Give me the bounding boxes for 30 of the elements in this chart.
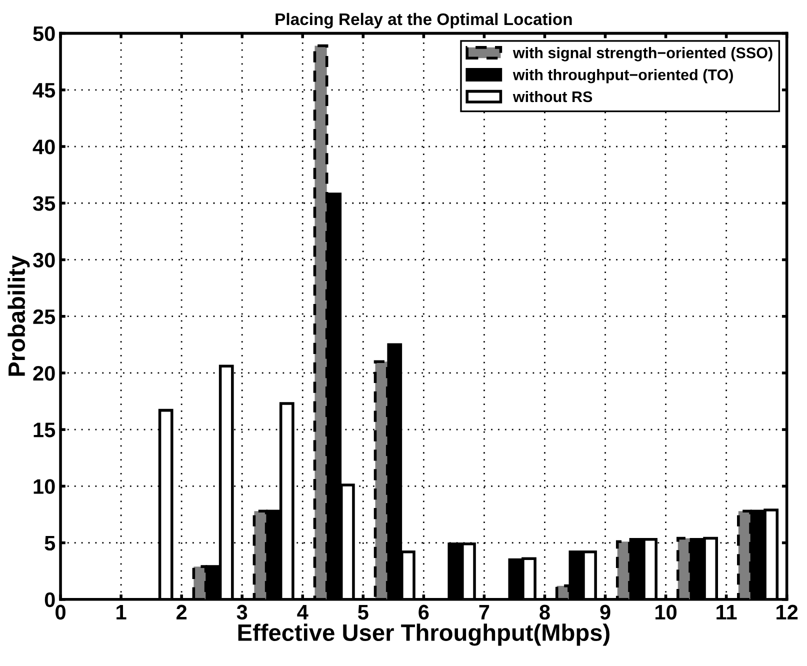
y-tick-label: 0: [44, 592, 55, 608]
y-tick-label: 35: [32, 196, 56, 211]
x-tick-label: 11: [716, 605, 737, 620]
x-axis-title: Effective User Throughput(Mbps): [238, 624, 610, 646]
chart-title: Placing Relay at the Optimal Location: [276, 12, 572, 28]
x-tick-label: 0: [56, 604, 66, 620]
x-tick-label: 3: [236, 604, 248, 620]
x-tick-label: 7: [479, 605, 490, 620]
x-tick-label: 1: [116, 605, 126, 620]
y-tick-label: 5: [44, 536, 56, 551]
y-tick-label: 30: [32, 252, 55, 268]
y-tick-label: 45: [32, 83, 56, 98]
legend-label: without RS: [512, 90, 592, 102]
x-tick-label: 8: [540, 604, 550, 620]
y-tick-label: 40: [32, 140, 55, 154]
x-tick-label: 9: [600, 604, 610, 620]
y-tick-label: 10: [34, 479, 55, 494]
legend-label: with signal strength−oriented (SSO): [512, 47, 772, 62]
x-tick-label: 4: [297, 605, 308, 620]
x-tick-label: 2: [176, 604, 187, 620]
legend-label: with throughput−oriented (TO): [512, 68, 733, 84]
y-tick-label: 50: [33, 26, 55, 42]
x-tick-label: 10: [656, 604, 677, 620]
y-tick-label: 25: [33, 309, 56, 324]
y-axis-title: Probability: [8, 255, 30, 376]
y-tick-label: 20: [33, 366, 55, 381]
y-tick-label: 15: [34, 422, 56, 438]
x-tick-label: 12: [776, 604, 798, 620]
x-tick-label: 5: [358, 605, 368, 620]
x-tick-label: 6: [418, 604, 429, 620]
